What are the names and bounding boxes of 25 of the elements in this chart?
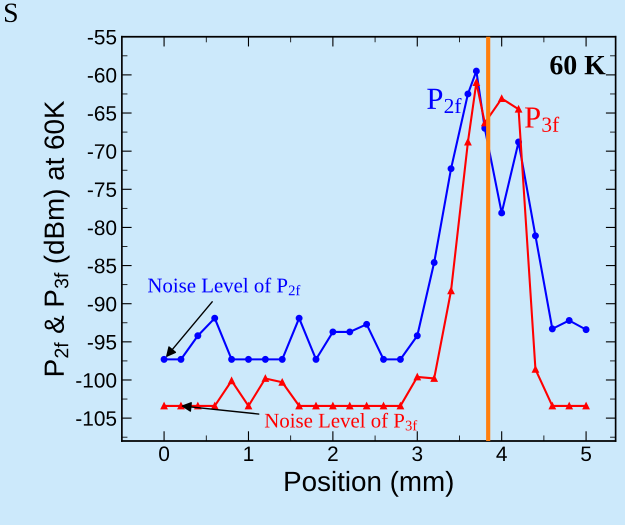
y-tick-label: -85 bbox=[88, 258, 116, 274]
y-tick-label: -70 bbox=[88, 144, 116, 159]
x-tick-label: 2 bbox=[328, 446, 338, 461]
x-tick-label: 3 bbox=[412, 446, 422, 462]
x-axis-title: Position (mm) bbox=[285, 470, 453, 497]
x-tick-label: 5 bbox=[581, 446, 592, 462]
y-tick-label: -80 bbox=[88, 220, 116, 236]
y-tick-label: -105 bbox=[76, 411, 116, 426]
text: S bbox=[4, 4, 17, 22]
y-tick-label: -95 bbox=[88, 334, 116, 350]
series-label: P$_{3f}$ bbox=[524, 108, 560, 132]
y-tick-label: -100 bbox=[76, 372, 116, 388]
x-tick-label: 1 bbox=[244, 446, 254, 461]
y-tick-label: -90 bbox=[88, 296, 116, 312]
y-tick-label: -75 bbox=[88, 182, 116, 198]
y-tick-label: -65 bbox=[88, 106, 116, 121]
series-label: P$_{2f}$ bbox=[427, 88, 462, 114]
y-axis-title: P$_{2f}$ & P$_{3f}$ (dBm) at 60K bbox=[44, 100, 70, 376]
annotation: 60 K bbox=[550, 56, 606, 74]
annotation: Noise Level of P$_{3f}$ bbox=[264, 412, 418, 430]
annotation: Noise Level of P$_{2f}$ bbox=[148, 278, 300, 296]
x-tick-label: 0 bbox=[159, 446, 170, 462]
x-tick-label: 4 bbox=[496, 446, 507, 461]
y-tick-label: -60 bbox=[88, 68, 116, 83]
y-tick-label: -55 bbox=[88, 30, 116, 45]
